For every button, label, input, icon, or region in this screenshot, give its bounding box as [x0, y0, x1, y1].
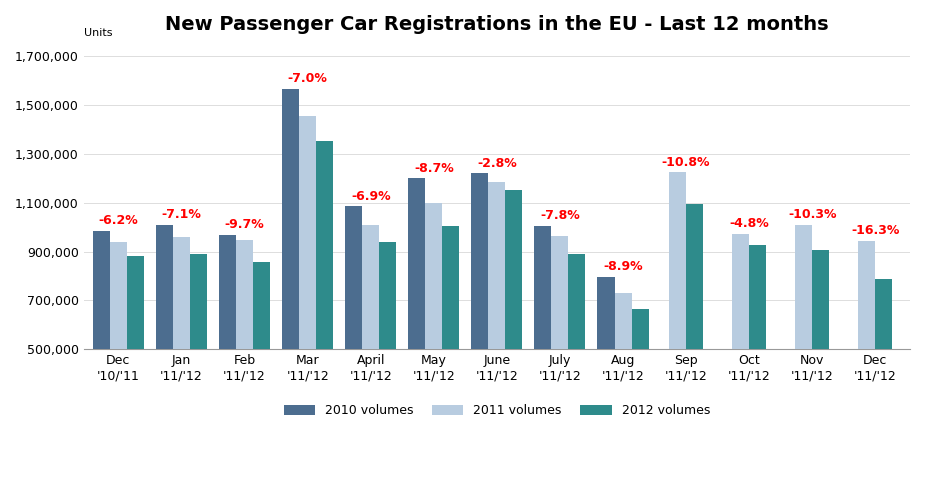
- Text: -7.8%: -7.8%: [540, 209, 580, 222]
- Bar: [488, 182, 505, 349]
- Bar: [598, 276, 614, 349]
- Bar: [379, 242, 396, 349]
- Bar: [796, 225, 812, 349]
- Bar: [875, 279, 893, 349]
- Text: -10.8%: -10.8%: [662, 155, 710, 168]
- Text: -6.9%: -6.9%: [351, 190, 390, 203]
- Bar: [686, 204, 703, 349]
- Text: -9.7%: -9.7%: [225, 218, 265, 231]
- Bar: [858, 241, 875, 349]
- Bar: [551, 236, 569, 349]
- Bar: [282, 89, 299, 349]
- Text: -6.2%: -6.2%: [99, 214, 139, 227]
- Bar: [408, 178, 426, 349]
- Title: New Passenger Car Registrations in the EU - Last 12 months: New Passenger Car Registrations in the E…: [165, 15, 829, 34]
- Bar: [156, 225, 173, 349]
- Text: -8.7%: -8.7%: [413, 162, 453, 175]
- Legend: 2010 volumes, 2011 volumes, 2012 volumes: 2010 volumes, 2011 volumes, 2012 volumes: [278, 399, 715, 423]
- Text: -16.3%: -16.3%: [851, 225, 899, 238]
- Bar: [190, 254, 207, 349]
- Bar: [345, 206, 363, 349]
- Text: Units: Units: [84, 28, 112, 38]
- Text: -7.1%: -7.1%: [162, 208, 202, 221]
- Text: -8.9%: -8.9%: [603, 260, 643, 273]
- Bar: [110, 242, 127, 349]
- Bar: [127, 256, 144, 349]
- Bar: [632, 309, 648, 349]
- Text: -2.8%: -2.8%: [477, 157, 517, 170]
- Bar: [316, 141, 333, 349]
- Bar: [363, 225, 379, 349]
- Bar: [505, 190, 523, 349]
- Text: -4.8%: -4.8%: [729, 217, 769, 230]
- Bar: [92, 231, 110, 349]
- Bar: [569, 254, 586, 349]
- Bar: [299, 116, 316, 349]
- Bar: [472, 173, 488, 349]
- Text: -10.3%: -10.3%: [788, 208, 836, 221]
- Bar: [253, 262, 270, 349]
- Bar: [669, 172, 686, 349]
- Bar: [173, 238, 190, 349]
- Bar: [426, 203, 442, 349]
- Bar: [442, 226, 460, 349]
- Text: -7.0%: -7.0%: [288, 73, 327, 86]
- Bar: [614, 293, 632, 349]
- Bar: [236, 240, 253, 349]
- Bar: [219, 235, 236, 349]
- Bar: [732, 234, 749, 349]
- Bar: [812, 250, 830, 349]
- Bar: [535, 226, 551, 349]
- Bar: [749, 245, 766, 349]
